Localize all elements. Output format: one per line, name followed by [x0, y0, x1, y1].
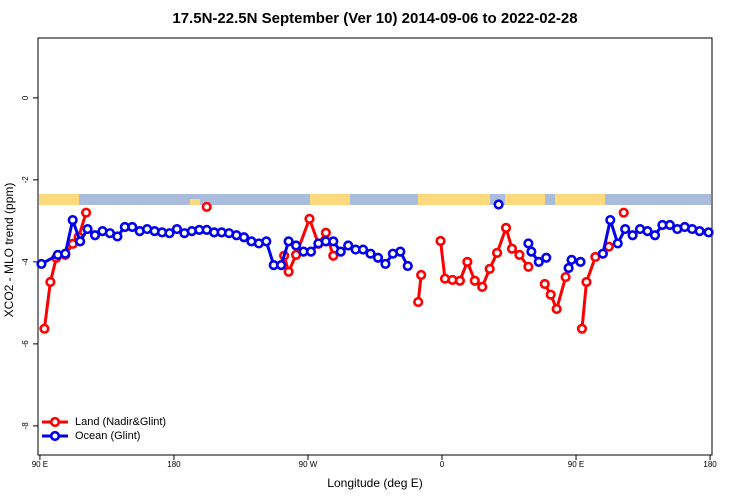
chart-title: 17.5N-22.5N September (Ver 10) 2014-09-0…	[172, 10, 577, 27]
legend-label: Land (Nadir&Glint)	[75, 416, 166, 428]
land-patch	[555, 194, 605, 205]
point	[703, 227, 714, 238]
point	[372, 252, 384, 263]
point	[454, 275, 465, 286]
x-tick-label: 180	[167, 460, 181, 469]
point	[164, 228, 175, 239]
point	[597, 248, 608, 259]
point	[290, 240, 302, 251]
point	[343, 240, 354, 251]
point	[36, 258, 47, 270]
land-patch	[505, 194, 545, 205]
y-tick-label: -2	[21, 176, 30, 184]
point	[395, 246, 406, 257]
point	[581, 276, 592, 288]
point	[500, 222, 512, 233]
y-tick-label: -4	[21, 258, 30, 266]
point	[551, 303, 562, 315]
point	[526, 246, 537, 257]
x-tick-label: 180	[703, 460, 717, 469]
point	[435, 235, 446, 247]
point	[545, 289, 556, 300]
point	[541, 252, 552, 263]
point	[238, 232, 250, 243]
y-tick-label: 0	[21, 95, 30, 100]
point	[365, 248, 376, 259]
x-tick-label: 90 E	[32, 460, 48, 469]
point	[304, 213, 315, 224]
point	[514, 249, 525, 261]
point	[75, 236, 86, 247]
point	[261, 236, 272, 247]
x-tick-label: 90 E	[568, 460, 584, 469]
plot-frame	[37, 37, 713, 456]
point	[462, 256, 473, 267]
point	[664, 219, 675, 231]
point	[618, 207, 629, 218]
x-axis-label: Longitude (deg E)	[327, 476, 422, 490]
point	[45, 276, 56, 288]
point	[563, 262, 574, 274]
land-patch	[190, 199, 200, 205]
point	[575, 256, 586, 267]
land-patch	[39, 194, 79, 205]
legend-label: Ocean (Glint)	[75, 430, 140, 442]
land-patch	[418, 194, 490, 205]
point	[335, 246, 346, 257]
map-strip	[39, 194, 711, 205]
y-tick-label: -6	[21, 340, 30, 348]
point	[469, 275, 480, 286]
y-axis-label: XCO2 - MLO trend (ppm)	[2, 183, 16, 318]
point	[67, 214, 78, 226]
point	[328, 236, 339, 247]
point	[328, 250, 339, 261]
x-tick-label: 90 W	[299, 460, 318, 469]
point	[201, 201, 212, 213]
point	[523, 261, 534, 272]
point	[477, 281, 488, 292]
point	[305, 246, 317, 257]
point	[380, 258, 391, 270]
point	[560, 271, 571, 283]
point	[112, 231, 123, 242]
point	[402, 260, 413, 272]
point	[576, 323, 588, 334]
point	[89, 230, 101, 241]
legend-marker	[49, 430, 61, 442]
point	[320, 227, 331, 238]
point	[82, 223, 93, 235]
point	[171, 223, 183, 235]
point	[39, 323, 50, 334]
point	[357, 244, 369, 255]
point	[492, 247, 503, 258]
point	[627, 230, 638, 241]
legend-marker	[49, 416, 61, 428]
point	[60, 248, 71, 259]
point	[642, 226, 653, 237]
point	[694, 226, 705, 237]
point	[605, 214, 616, 226]
point	[493, 199, 504, 210]
point	[416, 269, 427, 281]
point	[533, 256, 544, 267]
point	[566, 254, 577, 265]
point	[484, 263, 495, 274]
point	[649, 230, 661, 241]
land-patch	[310, 194, 350, 205]
y-tick-label: -8	[21, 422, 30, 430]
ocean-strip	[39, 194, 711, 205]
point	[413, 296, 424, 308]
point	[283, 266, 294, 277]
point	[276, 260, 287, 271]
point	[506, 243, 518, 254]
point	[81, 207, 92, 218]
point	[620, 223, 631, 235]
point	[612, 238, 623, 249]
point	[283, 236, 294, 247]
point	[127, 221, 138, 233]
point	[523, 238, 534, 249]
point	[539, 278, 550, 290]
x-tick-label: 0	[440, 460, 445, 469]
